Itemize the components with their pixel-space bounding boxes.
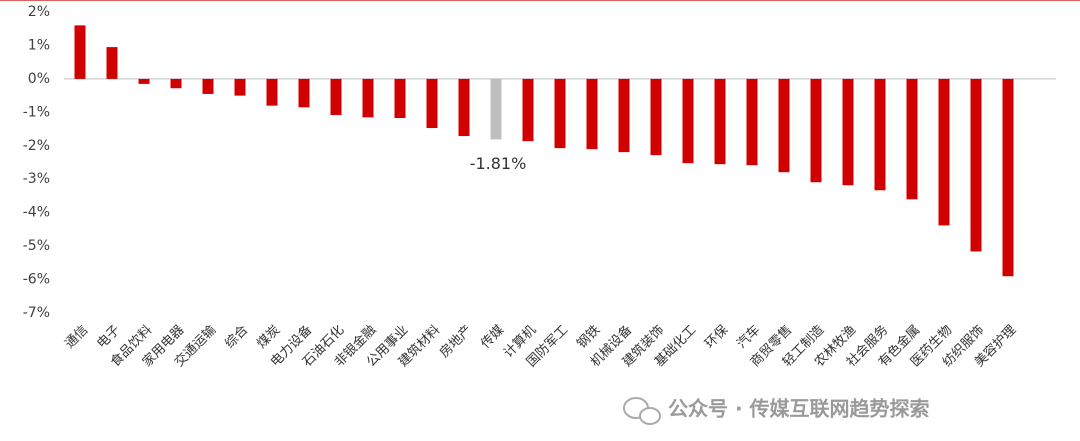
y-tick-label: -5%	[23, 238, 50, 254]
x-tick-label: 综合	[222, 323, 251, 352]
y-tick-label: -2%	[23, 138, 50, 154]
bar	[170, 78, 182, 89]
y-tick-label: 1%	[28, 37, 50, 53]
y-tick-label: -6%	[23, 272, 50, 288]
x-tick-label: 环保	[702, 323, 731, 352]
bar	[1002, 78, 1014, 277]
bar	[554, 78, 566, 149]
watermark: 公众号 · 传媒互联网趋势探索	[668, 397, 930, 421]
data-label: -1.81%	[470, 154, 527, 173]
y-tick-label: -7%	[23, 305, 50, 321]
bar	[874, 78, 886, 191]
bar	[362, 78, 374, 118]
bar	[490, 78, 502, 140]
bar	[842, 78, 854, 186]
bar	[618, 78, 630, 153]
bar	[650, 78, 662, 156]
bar	[682, 78, 694, 164]
bar	[106, 47, 118, 79]
bar	[938, 78, 950, 226]
bar	[138, 78, 150, 84]
bar	[778, 78, 790, 173]
bar	[522, 78, 534, 142]
bar	[74, 25, 86, 79]
bar	[266, 78, 278, 106]
bar	[810, 78, 822, 183]
y-tick-label: -1%	[23, 104, 50, 120]
y-tick-label: 0%	[28, 71, 50, 87]
bar	[714, 78, 726, 165]
x-tick-label: 房地产	[436, 322, 475, 361]
bar	[202, 78, 214, 94]
watermark-icon	[623, 397, 661, 425]
bar	[970, 78, 982, 252]
y-tick-label: -3%	[23, 171, 50, 187]
x-tick-label: 通信	[62, 323, 91, 352]
bar	[906, 78, 918, 200]
bar	[746, 78, 758, 166]
bar	[586, 78, 598, 150]
bar	[394, 78, 406, 119]
bar	[458, 78, 470, 137]
y-tick-label: 2%	[28, 4, 50, 20]
bar	[234, 78, 246, 96]
bar	[426, 78, 438, 129]
bar	[330, 78, 342, 116]
y-tick-label: -4%	[23, 205, 50, 221]
bar	[298, 78, 310, 108]
